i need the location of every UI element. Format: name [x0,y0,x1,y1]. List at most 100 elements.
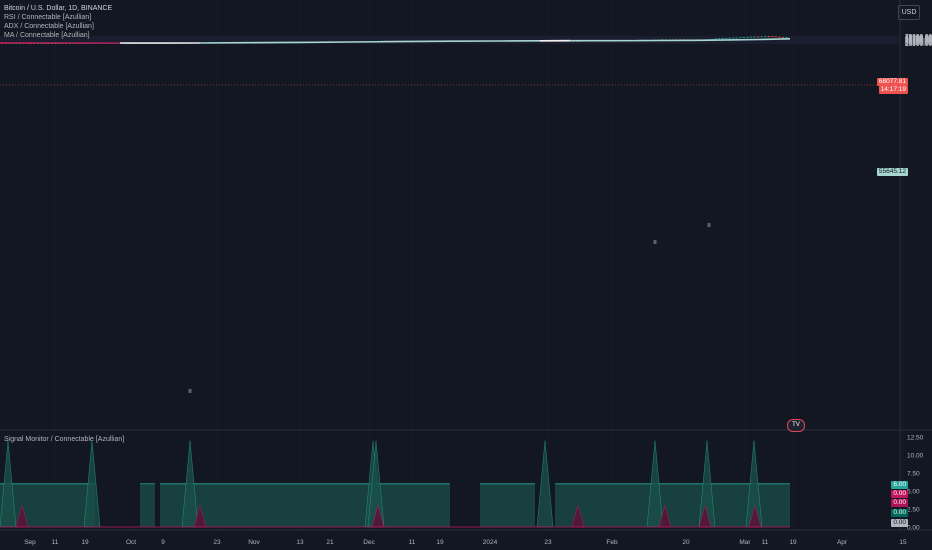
candle-body [25,43,29,44]
price-tick-label: 35000.00 [905,39,932,46]
time-tick-label: 13 [296,539,304,546]
subpane-tick-label: 12.50 [907,435,924,442]
candle [735,37,739,39]
time-tick-label: Mar [739,539,751,546]
price-tick-label: 52500.00 [905,37,932,44]
price-tick-label: 55000.00 [905,36,932,43]
time-tick-label: Nov [248,539,260,546]
subpane-tick-label: 0.00 [907,525,920,532]
price-tick-label: 67500.00 [905,35,932,42]
indicator-ma-label[interactable]: MA / Connectable [Azullian] [4,32,90,39]
time-tick-label: 11 [409,539,416,546]
candle [739,37,742,39]
price-tick-label: 40000.00 [905,39,932,46]
symbol-title[interactable]: Bitcoin / U.S. Dollar, 1D, BINANCE [4,5,113,12]
candle-body [29,43,32,44]
candle [785,37,788,38]
candle [728,37,731,39]
candle [753,36,756,38]
candle-body [732,37,735,39]
signal-marker-icon [653,240,657,244]
price-tick-label: 27500.00 [905,40,932,47]
candle [781,36,785,38]
time-tick-label: Oct [126,539,136,546]
price-tick-label: 65000.00 [905,35,932,42]
price-tick-label: 57500.00 [905,36,932,43]
candle-body [64,43,68,44]
indicator-adx-label[interactable]: ADX / Connectable [Azullian] [4,23,94,30]
candle [767,36,770,38]
candle-body [764,36,767,38]
time-tick-label: Sep [24,539,36,546]
candle-body [739,37,742,39]
candle-body [15,43,18,44]
time-tick-label: Apr [837,539,848,546]
time-tick-label: Dec [363,539,375,546]
time-tick-label: 9 [161,539,165,546]
signal-tag-3: 0.00 [891,499,908,507]
candle-body [11,43,14,44]
chart-legend: Bitcoin / U.S. Dollar, 1D, BINANCE RSI /… [4,4,112,40]
signal-tag-4: 0.00 [891,509,908,517]
signal-area [0,483,95,527]
candle-body [54,43,57,44]
candle-body [39,43,43,44]
candle-body [742,37,746,38]
price-tick-label: 50000.00 [905,37,932,44]
candle [756,36,760,38]
candle [749,36,753,38]
indicator-rsi-label[interactable]: RSI / Connectable [Azullian] [4,14,92,21]
time-tick-label: 19 [81,539,89,546]
candle [778,36,781,38]
signal-marker-icon [707,223,711,227]
time-tick-label: 11 [762,539,769,546]
tradingview-logo-icon[interactable]: TV [787,419,805,432]
candle-body [57,43,60,44]
candle-body [746,36,749,38]
subpane-axis: 12.50 10.00 7.50 5.00 2.50 0.00 [907,435,924,532]
time-tick-label: 23 [213,539,221,546]
time-tick-label: Feb [606,539,618,546]
price-tick-label: 75000.00 [905,34,932,41]
signal-monitor-plot [0,440,790,528]
candle-body [785,37,788,38]
subpane-tick-label: 2.50 [907,507,920,514]
price-tick-label: 62500.00 [905,35,932,42]
candle-body [61,43,64,44]
moving-average-line [0,38,791,44]
candle-body [22,43,25,44]
subpane-tick-label: 10.00 [907,453,924,460]
candle [725,38,728,39]
candle-body [7,43,11,44]
candle [721,38,724,39]
candle-body [774,36,778,38]
signal-markers [188,223,711,393]
time-tick-label: 15 [899,539,907,546]
price-tick-label: 47500.00 [905,38,932,45]
candle-body [32,43,36,44]
signal-area [140,483,155,527]
candle-body [778,36,781,38]
candle-body [781,37,785,38]
candle [746,36,749,38]
signal-spike [536,440,554,528]
currency-button[interactable]: USD [898,5,920,20]
price-tick-label: 72500.00 [905,34,932,41]
time-tick-label: 20 [682,539,690,546]
time-tick-label: 11 [52,539,59,546]
candle-body [721,38,724,39]
candle-body [749,36,753,38]
price-tick-label: 37500.00 [905,39,932,46]
time-tick-label: 23 [544,539,552,546]
price-tick-label: 60000.00 [905,36,932,43]
candle-body [771,36,774,38]
signal-monitor-title[interactable]: Signal Monitor / Connectable [Azullian] [4,436,125,443]
subpane-tick-label: 5.00 [907,489,920,496]
candle [742,37,746,38]
candle [760,36,763,38]
time-axis: Sep 11 19 Oct 9 23 Nov 13 21 Dec 11 19 2024 23 Feb 20 Ma… [24,539,907,546]
signal-tag-2: 0.00 [891,490,908,498]
candle-body [50,43,53,44]
